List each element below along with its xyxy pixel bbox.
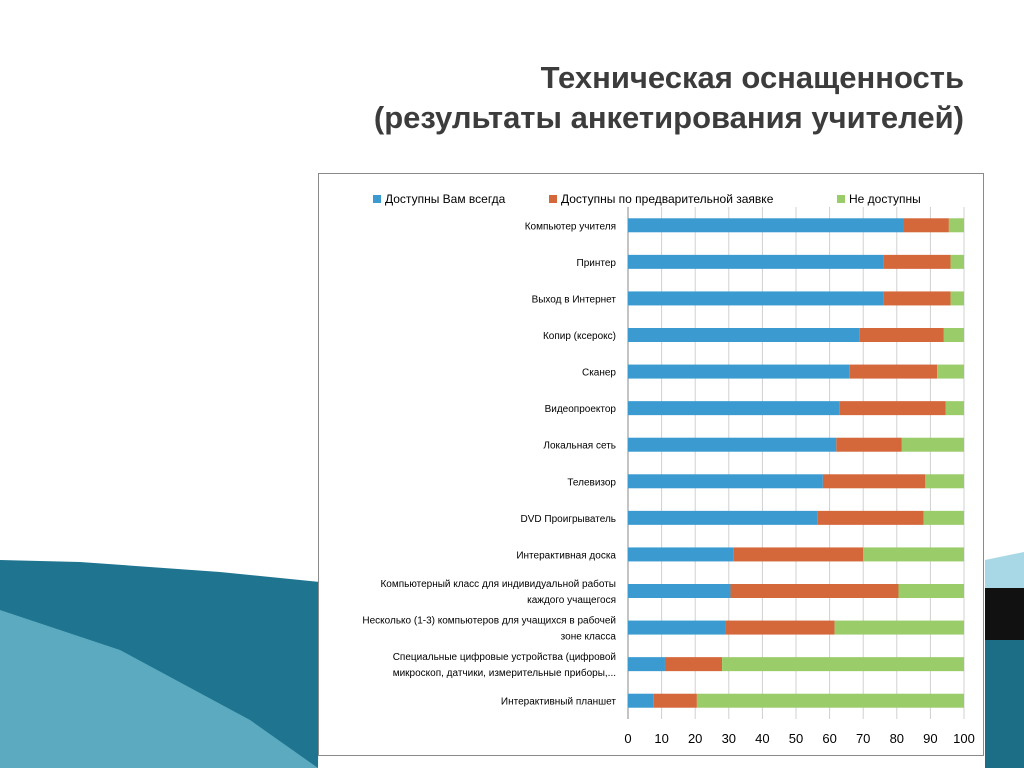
- bar-segment: [822, 474, 926, 489]
- category-label: Копир (ксерокс): [543, 331, 616, 342]
- bar-segment: [725, 620, 835, 635]
- title-line-1: Техническая оснащенность: [540, 60, 964, 95]
- bar-segment: [696, 693, 964, 708]
- bar-segment: [628, 218, 904, 233]
- x-tick-label: 30: [722, 731, 736, 746]
- bar-segment: [945, 401, 964, 416]
- bar-segment: [628, 693, 654, 708]
- category-label: Видеопроектор: [545, 404, 617, 415]
- category-label: Интерактивная доска: [516, 550, 616, 561]
- category-label: микроскоп, датчики, измерительные прибор…: [393, 667, 616, 679]
- category-label: Телевизор: [567, 477, 616, 488]
- bar-segment: [628, 474, 823, 489]
- right-black-band: [985, 588, 1024, 640]
- bar-segment: [628, 364, 850, 379]
- x-tick-label: 70: [856, 731, 870, 746]
- bar-segment: [628, 657, 665, 672]
- bar-segment: [943, 328, 964, 342]
- bar-segment: [653, 693, 697, 708]
- bar-segment: [730, 584, 899, 598]
- bar-segment: [722, 657, 964, 672]
- bar-segment: [859, 328, 944, 342]
- bar-segment: [628, 254, 884, 269]
- x-tick-label: 80: [890, 731, 904, 746]
- bar-segment: [849, 364, 938, 379]
- wave-right-light: [985, 552, 1024, 590]
- bar-segment: [863, 547, 964, 562]
- bar-segment: [834, 620, 964, 635]
- x-tick-label: 0: [624, 731, 631, 746]
- bar-segment: [628, 584, 731, 598]
- bar-segment: [950, 291, 964, 306]
- chart-container: 0 10 20 30 40 50 60 70 80 90 100 Компьютер учителя П…: [318, 173, 984, 756]
- x-tick-label: 10: [654, 731, 668, 746]
- category-label: Компьютер учителя: [525, 221, 616, 232]
- legend-swatch: [373, 195, 381, 203]
- legend-label: Доступны Вам всегда: [385, 192, 506, 206]
- category-label: Специальные цифровые устройства (цифрово…: [393, 651, 616, 663]
- category-label: Принтер: [577, 258, 617, 269]
- bar-segment: [836, 437, 902, 452]
- bar-segment: [628, 620, 726, 635]
- bar-segment: [733, 547, 864, 562]
- bar-segment: [950, 254, 964, 269]
- bar-segment: [628, 547, 734, 562]
- x-tick-label: 100: [953, 731, 975, 746]
- category-label: Интерактивный планшет: [501, 697, 616, 708]
- legend-label: Доступны по предварительной заявке: [561, 192, 774, 206]
- bar-segment: [628, 401, 840, 416]
- bar-segment: [901, 437, 964, 452]
- x-tick-label: 60: [822, 731, 836, 746]
- bar-segment: [883, 254, 951, 269]
- bar-segment: [948, 218, 964, 233]
- category-label: Несколько (1-3) компьютеров для учащихся…: [362, 615, 616, 627]
- stacked-bar-chart: 0 10 20 30 40 50 60 70 80 90 100 Компьютер учителя П…: [362, 192, 975, 746]
- x-tick-label: 50: [789, 731, 803, 746]
- title-line-2: (результаты анкетирования учителей): [373, 100, 964, 135]
- wave-light: [0, 610, 318, 768]
- legend-swatch: [837, 195, 845, 203]
- bar-segment: [898, 584, 964, 598]
- x-tick-label: 20: [688, 731, 702, 746]
- bar-segment: [628, 437, 837, 452]
- bar-segment: [628, 328, 860, 342]
- legend-swatch: [549, 195, 557, 203]
- x-tick-label: 40: [755, 731, 769, 746]
- bar-segment: [628, 291, 884, 306]
- category-label: зоне класса: [561, 632, 617, 643]
- bar-segment: [903, 218, 949, 233]
- category-label: каждого учащегося: [527, 595, 616, 606]
- bar-segment: [839, 401, 946, 416]
- bar-segment: [923, 510, 964, 525]
- x-tick-label: 90: [923, 731, 937, 746]
- legend-label: Не доступны: [849, 192, 921, 206]
- category-label: Локальная сеть: [543, 441, 616, 452]
- bar-segment: [628, 510, 818, 525]
- bar-segment: [937, 364, 964, 379]
- bar-segment: [925, 474, 964, 489]
- bar-segment: [664, 657, 723, 672]
- category-label: Выход в Интернет: [532, 294, 617, 305]
- category-label: Сканер: [582, 368, 616, 379]
- bar-segment: [883, 291, 951, 306]
- bar-segment: [817, 510, 924, 525]
- wave-right-dark: [985, 640, 1024, 768]
- slide-title: Техническая оснащенность (результаты анк…: [374, 58, 964, 138]
- category-label: DVD Проигрыватель: [521, 514, 616, 525]
- category-label: Компьютерный класс для индивидуальной ра…: [380, 578, 616, 590]
